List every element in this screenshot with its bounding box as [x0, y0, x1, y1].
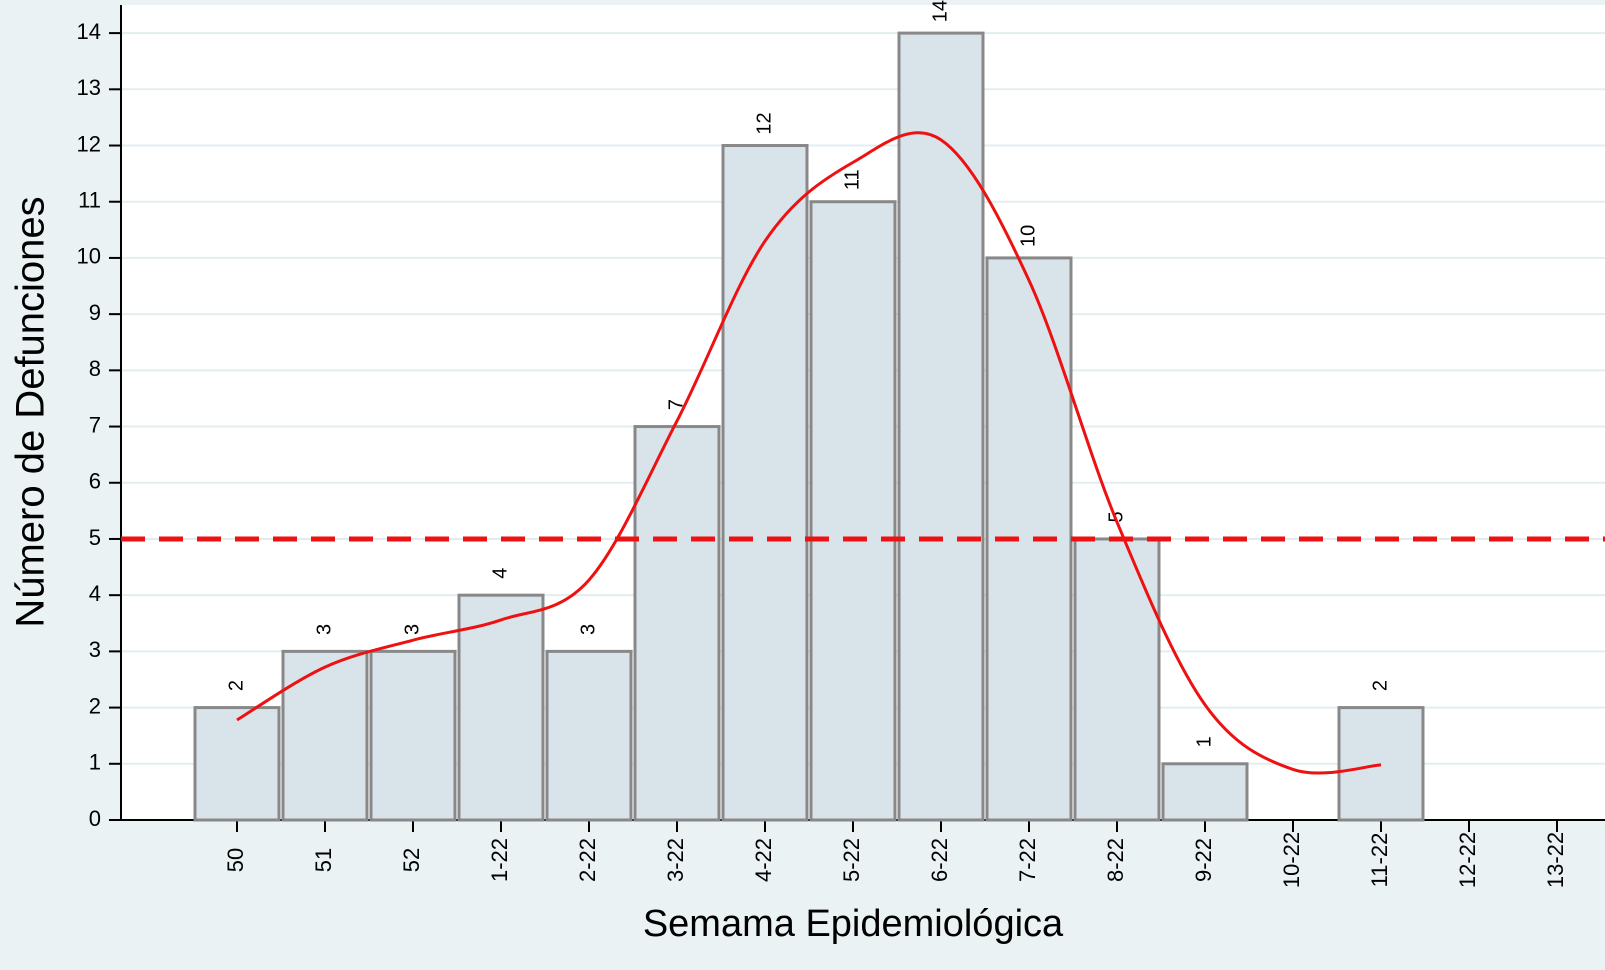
x-tick-label: 13-22	[1543, 832, 1568, 888]
x-tick-label: 8-22	[1103, 838, 1128, 882]
x-tick-label: 5-22	[839, 838, 864, 882]
y-tick-label: 9	[89, 300, 101, 325]
y-tick-label: 5	[89, 525, 101, 550]
x-tick-label: 12-22	[1455, 832, 1480, 888]
x-tick-label: 4-22	[751, 838, 776, 882]
bar-value-label: 4	[489, 568, 511, 579]
y-tick-label: 4	[89, 581, 101, 606]
bar-value-label: 2	[1369, 680, 1391, 691]
y-axis-title: Número de Defunciones	[9, 196, 53, 627]
bar	[457, 593, 545, 822]
x-tick-label: 11-22	[1367, 833, 1392, 888]
bar	[809, 200, 897, 822]
y-tick-label: 13	[77, 75, 101, 100]
bar	[1161, 762, 1249, 822]
bar-value-label: 10	[1017, 225, 1039, 247]
x-tick-label: 51	[311, 848, 336, 872]
x-axis-title: Semama Epidemiológica	[643, 903, 1064, 945]
bar-value-label: 12	[753, 112, 775, 134]
bar	[897, 31, 985, 822]
bar-value-label: 7	[665, 399, 687, 410]
bar-value-label: 1	[1193, 736, 1215, 747]
y-tick-label: 6	[89, 469, 101, 494]
bar-value-label: 3	[577, 624, 599, 635]
x-tick-label: 2-22	[575, 838, 600, 882]
bar-value-label: 14	[929, 0, 951, 22]
y-tick-label: 1	[89, 750, 101, 775]
bar-value-label: 3	[401, 624, 423, 635]
bar	[281, 649, 369, 822]
trend-line	[236, 131, 1382, 775]
y-tick-label: 14	[77, 19, 101, 44]
x-tick-label: 3-22	[663, 838, 688, 882]
y-tick-label: 2	[89, 693, 101, 718]
bar	[193, 706, 281, 822]
x-tick-label: 10-22	[1279, 832, 1304, 888]
x-tick-label: 7-22	[1015, 838, 1040, 882]
bar-value-label: 2	[225, 680, 247, 691]
x-tick-label: 50	[223, 848, 248, 872]
y-tick-label: 8	[89, 356, 101, 381]
x-tick-label: 52	[399, 848, 424, 872]
bar-value-label: 3	[313, 624, 335, 635]
y-tick-label: 12	[77, 131, 101, 156]
y-tick-label: 10	[77, 244, 101, 269]
bar-value-label: 11	[841, 169, 863, 190]
bar	[633, 425, 721, 822]
y-tick-label: 7	[89, 412, 101, 437]
y-tick-label: 3	[89, 637, 101, 662]
x-tick-label: 6-22	[927, 838, 952, 882]
bar	[1337, 706, 1425, 822]
y-tick-label: 0	[89, 806, 101, 831]
x-tick-label: 9-22	[1191, 838, 1216, 882]
x-tick-label: 1-22	[487, 838, 512, 882]
bar	[545, 649, 633, 822]
bar	[1073, 537, 1161, 822]
bar	[369, 649, 457, 822]
bar	[721, 144, 809, 822]
y-tick-label: 11	[78, 188, 101, 213]
